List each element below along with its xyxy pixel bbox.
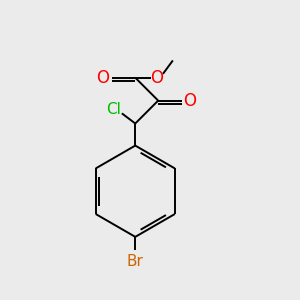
Text: Br: Br — [127, 254, 144, 268]
Text: O: O — [184, 92, 196, 110]
Text: Cl: Cl — [106, 102, 121, 117]
Text: O: O — [96, 69, 110, 87]
Text: O: O — [150, 69, 163, 87]
